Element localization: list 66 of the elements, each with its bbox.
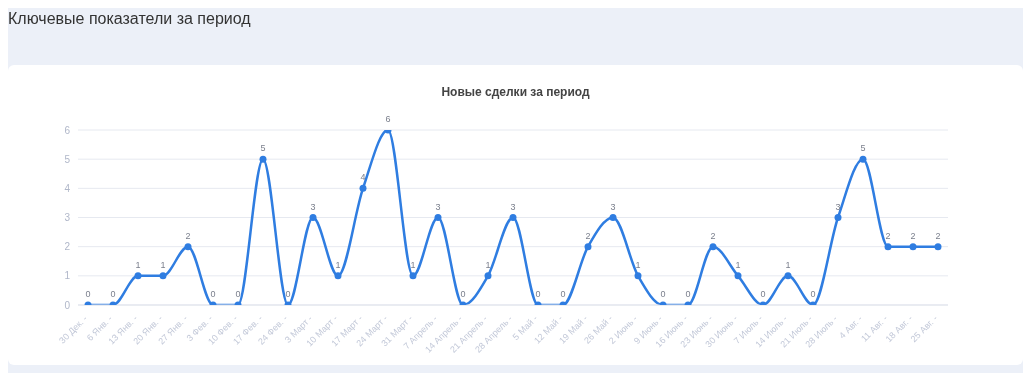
data-label: 2 xyxy=(585,230,591,241)
data-label: 0 xyxy=(685,289,691,299)
point xyxy=(584,243,592,251)
point xyxy=(159,272,167,280)
point xyxy=(734,272,742,280)
data-label: 0 xyxy=(660,289,666,299)
data-label: 1 xyxy=(635,259,641,270)
data-label: 0 xyxy=(460,289,466,299)
point xyxy=(784,272,792,280)
data-label: 3 xyxy=(435,201,441,212)
data-label: 0 xyxy=(760,289,766,299)
point xyxy=(909,243,917,251)
point xyxy=(409,272,417,280)
y-tick-label: 0 xyxy=(64,299,71,311)
y-tick-label: 1 xyxy=(64,270,71,282)
y-tick-label: 2 xyxy=(64,241,71,253)
data-label: 1 xyxy=(335,259,341,270)
point xyxy=(309,214,317,221)
data-label: 3 xyxy=(835,201,841,212)
data-label: 1 xyxy=(160,259,166,270)
point xyxy=(634,272,642,280)
y-tick-label: 5 xyxy=(64,153,71,165)
data-label: 0 xyxy=(560,289,566,299)
data-label: 6 xyxy=(385,114,391,124)
data-label: 3 xyxy=(310,201,316,212)
data-label: 1 xyxy=(785,259,791,270)
point xyxy=(709,243,717,251)
data-label: 5 xyxy=(860,143,866,154)
data-label: 3 xyxy=(510,201,516,212)
y-tick-label: 4 xyxy=(64,182,71,194)
point xyxy=(184,243,192,251)
y-tick-label: 6 xyxy=(64,124,71,136)
point xyxy=(484,272,492,280)
point xyxy=(834,214,842,221)
data-label: 2 xyxy=(185,230,191,241)
data-label: 0 xyxy=(810,289,816,299)
data-label: 1 xyxy=(735,259,741,270)
data-label: 0 xyxy=(110,289,116,299)
point xyxy=(134,272,142,280)
data-label: 4 xyxy=(360,172,366,183)
point xyxy=(259,155,267,163)
point xyxy=(609,214,617,221)
data-label: 2 xyxy=(935,230,941,241)
point xyxy=(434,214,442,221)
data-label: 1 xyxy=(485,259,491,270)
point xyxy=(934,243,942,251)
text: Ключевые показатели за период xyxy=(8,10,252,28)
data-label: 0 xyxy=(235,289,241,299)
point xyxy=(334,272,342,280)
data-label: 1 xyxy=(135,259,141,270)
y-tick-label: 3 xyxy=(64,212,71,224)
chart-title: Новые сделки за период xyxy=(440,84,591,101)
data-label: 0 xyxy=(535,289,541,299)
point xyxy=(884,243,892,251)
data-label: 5 xyxy=(260,143,266,154)
data-label: 3 xyxy=(610,201,616,212)
data-label: 0 xyxy=(85,289,91,299)
data-label: 0 xyxy=(210,289,216,299)
data-label: 2 xyxy=(910,230,916,241)
data-label: 2 xyxy=(710,230,716,241)
point xyxy=(859,155,867,163)
data-label: 0 xyxy=(285,289,291,299)
point xyxy=(509,214,517,221)
data-label: 1 xyxy=(410,259,416,270)
data-label: 2 xyxy=(885,230,891,241)
point xyxy=(359,184,367,192)
